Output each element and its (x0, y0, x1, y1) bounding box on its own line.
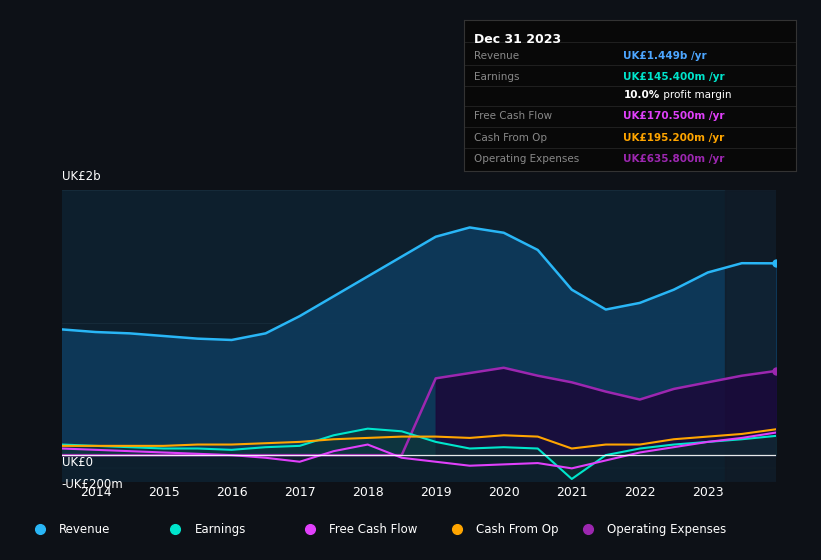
Text: Revenue: Revenue (474, 51, 519, 61)
Text: Free Cash Flow: Free Cash Flow (474, 111, 552, 122)
Text: Revenue: Revenue (59, 522, 111, 536)
Text: UK£0: UK£0 (62, 455, 93, 469)
Text: Operating Expenses: Operating Expenses (474, 153, 579, 164)
Text: Dec 31 2023: Dec 31 2023 (474, 33, 561, 46)
Text: UK£170.500m /yr: UK£170.500m /yr (623, 111, 725, 122)
Text: Cash From Op: Cash From Op (474, 133, 547, 143)
Bar (725, 190, 796, 482)
Text: UK£2b: UK£2b (62, 170, 100, 183)
Text: profit margin: profit margin (660, 90, 732, 100)
Text: Operating Expenses: Operating Expenses (608, 522, 727, 536)
Text: Cash From Op: Cash From Op (476, 522, 558, 536)
Text: Earnings: Earnings (474, 72, 520, 82)
Text: 10.0%: 10.0% (623, 90, 660, 100)
Text: Earnings: Earnings (195, 522, 245, 536)
Text: UK£1.449b /yr: UK£1.449b /yr (623, 51, 707, 61)
Text: Free Cash Flow: Free Cash Flow (329, 522, 418, 536)
Text: UK£195.200m /yr: UK£195.200m /yr (623, 133, 725, 143)
Text: -UK£200m: -UK£200m (62, 478, 123, 491)
Text: UK£635.800m /yr: UK£635.800m /yr (623, 153, 725, 164)
Text: UK£145.400m /yr: UK£145.400m /yr (623, 72, 725, 82)
